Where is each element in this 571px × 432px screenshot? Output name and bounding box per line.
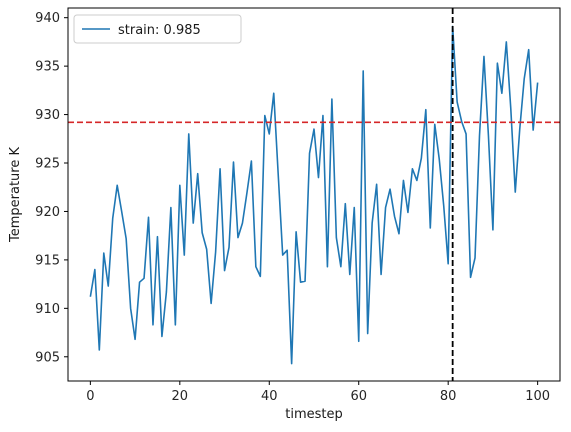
y-tick-label: 930: [35, 108, 60, 123]
x-tick-label: 40: [261, 389, 278, 404]
x-tick-label: 60: [350, 389, 367, 404]
y-tick-label: 920: [35, 205, 60, 220]
x-tick-label: 0: [86, 389, 94, 404]
y-tick-label: 915: [35, 253, 60, 268]
axes: 0 20 40 60 80 100 905 910 915 920 925 930 935 940: [35, 7, 561, 404]
legend-box: [73, 14, 242, 44]
y-axis-label: Temperature K: [8, 147, 23, 243]
y-tick-label: 925: [35, 157, 60, 172]
x-axis-label: timestep: [285, 407, 343, 422]
y-tick-label: 910: [35, 302, 60, 317]
x-tick-label: 100: [525, 389, 550, 404]
legend: strain: 0.985: [73, 14, 242, 44]
y-tick-label: 905: [35, 350, 60, 365]
y-tick-label: 935: [35, 60, 60, 75]
plot-frame: [67, 7, 561, 382]
plot-area: [68, 8, 560, 381]
legend-label: strain: 0.985: [118, 23, 201, 38]
x-tick-label: 20: [172, 389, 189, 404]
y-tick-label: 940: [35, 11, 60, 26]
x-tick-label: 80: [440, 389, 457, 404]
series-line-0: [89, 25, 539, 365]
